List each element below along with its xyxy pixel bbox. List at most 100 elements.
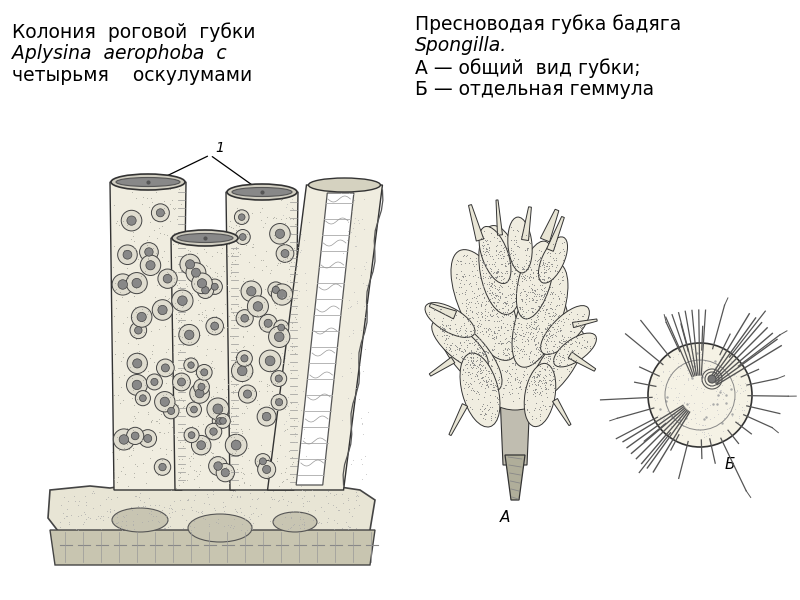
Point [508,325,521,334]
Point [514,303,526,313]
Point [473,359,486,369]
Point [164,392,177,402]
Circle shape [272,286,279,293]
Point [528,358,541,367]
Circle shape [231,360,253,382]
Point [159,389,172,398]
Point [273,496,286,505]
Point [241,525,254,535]
Point [451,269,464,279]
Point [531,380,544,389]
Point [336,371,349,380]
Point [534,281,546,290]
Circle shape [158,305,167,314]
Polygon shape [496,200,502,235]
Point [542,385,554,394]
Point [513,349,526,358]
Point [723,380,736,390]
Circle shape [154,459,170,475]
Point [477,400,490,409]
Point [511,284,524,293]
Point [189,490,202,500]
Point [477,246,490,256]
Point [270,304,282,313]
Point [479,246,492,256]
Point [546,364,558,373]
Point [533,366,546,376]
Point [503,353,516,362]
Point [546,259,558,269]
Point [520,369,533,379]
Point [556,330,569,340]
Point [555,275,568,285]
Point [210,269,223,278]
Point [532,353,545,362]
Point [547,341,560,351]
Point [294,322,306,332]
Point [248,386,261,395]
Point [479,346,492,356]
Point [489,409,502,419]
Point [348,241,361,250]
Point [145,418,158,427]
Point [189,369,202,379]
Point [526,379,538,389]
Point [157,390,170,400]
Point [741,396,754,406]
Point [192,272,205,282]
Point [478,347,491,356]
Point [463,302,476,312]
Point [541,322,554,332]
Point [486,297,499,307]
Point [552,300,565,310]
Point [226,439,239,449]
Point [427,304,440,313]
Point [537,278,550,287]
Point [672,349,685,359]
Point [234,507,247,517]
Point [486,278,498,287]
Point [86,488,98,498]
Point [477,268,490,278]
Point [555,272,568,281]
Point [527,328,540,338]
Point [667,353,680,362]
Point [494,316,507,325]
Point [125,235,138,244]
Point [355,214,368,223]
Point [674,403,687,413]
Point [670,412,683,422]
Point [666,418,679,427]
Point [516,263,529,272]
Point [152,300,165,310]
Text: А — общий  вид губки;: А — общий вид губки; [415,58,641,77]
Point [114,466,127,475]
Point [453,282,466,292]
Point [110,218,122,227]
Point [178,434,190,443]
Point [180,365,193,375]
Point [133,349,146,359]
Point [168,277,181,287]
Point [200,350,213,359]
Circle shape [253,302,262,311]
Circle shape [648,343,752,447]
Ellipse shape [512,263,568,367]
Point [243,314,256,323]
Point [548,330,561,340]
Point [536,372,549,382]
Point [532,269,545,278]
Point [233,238,246,248]
Point [536,396,549,406]
Point [477,361,490,370]
Point [295,406,308,415]
Point [172,317,185,327]
Point [332,505,345,515]
Circle shape [157,359,174,377]
Point [337,499,350,508]
Point [538,289,551,298]
Point [233,481,246,490]
Point [532,377,545,387]
Point [506,276,518,286]
Point [450,259,462,269]
